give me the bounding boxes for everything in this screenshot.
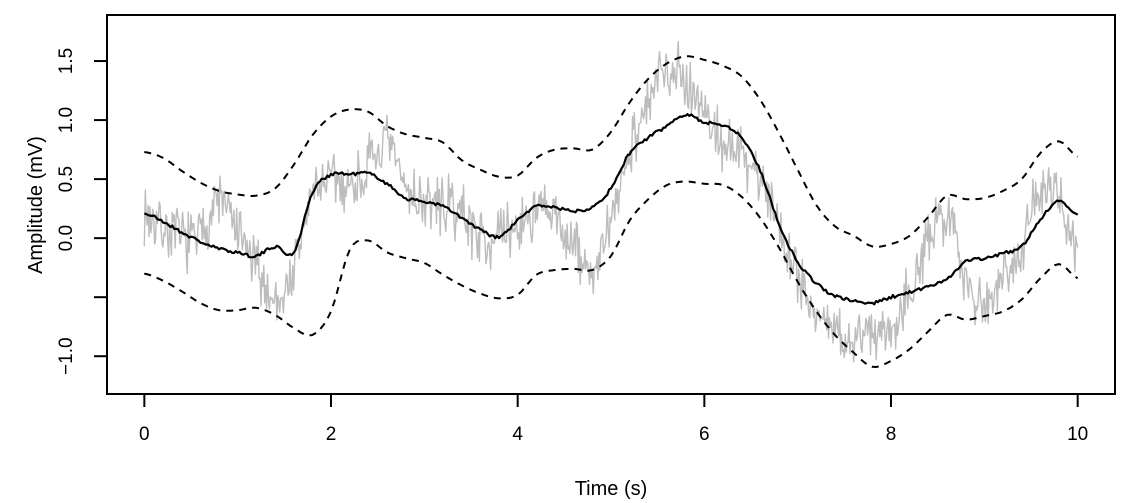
y-tick-label: 1.5: [56, 48, 77, 74]
x-tick-label: 8: [886, 424, 897, 445]
x-tick-label: 10: [1067, 424, 1088, 445]
plot-border: [106, 14, 1116, 395]
series-group: [143, 41, 1079, 368]
y-tick-label: 0.0: [56, 225, 77, 251]
x-tick-label: 2: [326, 424, 337, 445]
x-tick-label: 4: [512, 424, 523, 445]
x-axis-title: Time (s): [575, 478, 648, 500]
y-tick-label: 0.5: [56, 166, 77, 192]
smoothed-mean-line: [144, 113, 1079, 306]
x-tick-label: 0: [139, 424, 150, 445]
x-tick-label: 6: [699, 424, 710, 445]
y-tick-label: 1.0: [56, 107, 77, 133]
lower-band-line: [144, 180, 1079, 368]
axes-group: 0 2 4 6 8 10 1.5 1.0 0.5 0.0 −1.0: [56, 48, 1088, 445]
upper-band-line: [144, 55, 1079, 248]
y-axis-title: Amplitude (mV): [25, 136, 47, 274]
y-tick-label: −1.0: [56, 337, 77, 375]
raw-signal-line: [143, 41, 1079, 363]
